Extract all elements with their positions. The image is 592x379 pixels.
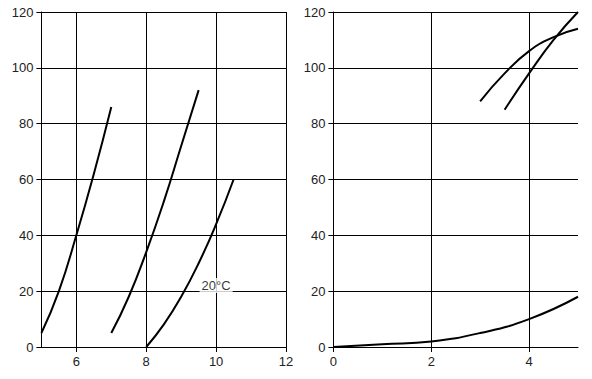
svg-text:6: 6 [73,354,80,369]
svg-text:40: 40 [311,228,325,243]
svg-text:60: 60 [311,172,325,187]
svg-text:0: 0 [26,340,33,355]
svg-text:20: 20 [311,284,325,299]
svg-text:0: 0 [330,354,337,369]
svg-text:12: 12 [279,354,293,369]
svg-text:120: 120 [12,5,34,20]
svg-text:80: 80 [311,116,325,131]
svg-text:40: 40 [19,228,33,243]
svg-text:100: 100 [304,60,326,75]
svg-text:60: 60 [19,172,33,187]
svg-text:8: 8 [143,354,150,369]
svg-text:20: 20 [19,284,33,299]
svg-text:2: 2 [428,354,435,369]
svg-text:20°C: 20°C [202,278,231,293]
svg-text:120: 120 [304,5,326,20]
svg-text:100: 100 [12,60,34,75]
svg-text:4: 4 [525,354,532,369]
svg-text:80: 80 [19,116,33,131]
svg-text:0: 0 [318,340,325,355]
svg-text:10: 10 [209,354,223,369]
